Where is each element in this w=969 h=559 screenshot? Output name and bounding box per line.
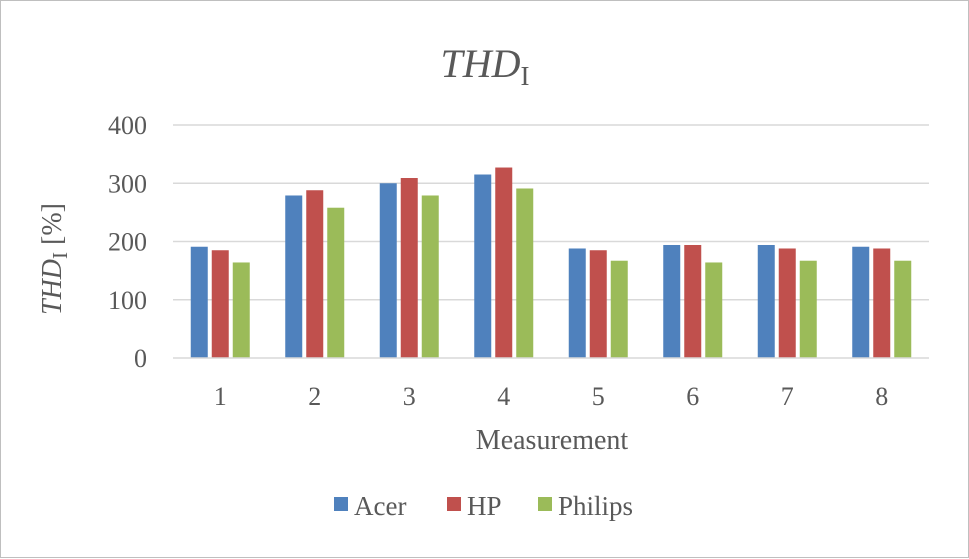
bar-acer-8 (852, 246, 870, 358)
y-axis-ticks: 0 100 200 300 400 (108, 111, 147, 373)
x-tick-label: 3 (403, 382, 416, 411)
bar-acer-1 (190, 246, 208, 358)
legend-swatch-acer (334, 497, 348, 511)
bar-philips-7 (799, 260, 817, 358)
x-tick-label: 6 (686, 382, 699, 411)
bar-hp-6 (684, 244, 702, 358)
bar-hp-5 (589, 250, 607, 358)
legend: Acer HP Philips (334, 491, 633, 521)
x-tick-label: 1 (214, 382, 227, 411)
x-tick-label: 5 (592, 382, 605, 411)
bar-hp-8 (873, 248, 891, 358)
bar-philips-8 (894, 260, 912, 358)
legend-label-hp: HP (467, 491, 502, 521)
bar-hp-2 (306, 190, 324, 358)
bar-acer-7 (757, 244, 775, 358)
bar-philips-5 (610, 260, 628, 358)
legend-label-philips: Philips (558, 491, 633, 521)
y-axis-title: THDI [%] (37, 203, 72, 315)
legend-label-acer: Acer (354, 491, 406, 521)
legend-swatch-hp (447, 497, 461, 511)
y-tick-label: 300 (108, 169, 147, 198)
bar-hp-3 (400, 178, 418, 358)
bars (190, 167, 912, 358)
y-tick-label: 0 (134, 344, 147, 373)
bar-acer-6 (663, 244, 681, 358)
bar-acer-4 (474, 174, 492, 358)
x-axis-ticks: 1 2 3 4 5 6 7 8 (214, 382, 889, 411)
y-tick-label: 200 (108, 228, 147, 257)
bar-hp-4 (495, 167, 513, 358)
bar-acer-2 (285, 195, 303, 358)
bar-acer-3 (379, 183, 397, 358)
chart-title: THDI (440, 41, 529, 91)
y-tick-label: 400 (108, 111, 147, 140)
bar-philips-4 (516, 188, 534, 358)
x-tick-label: 7 (781, 382, 794, 411)
x-tick-label: 8 (875, 382, 888, 411)
x-tick-label: 2 (308, 382, 321, 411)
bar-philips-2 (327, 207, 345, 358)
bar-hp-7 (778, 248, 796, 358)
bar-acer-5 (568, 248, 586, 358)
y-tick-label: 100 (108, 286, 147, 315)
legend-swatch-philips (538, 497, 552, 511)
x-tick-label: 4 (497, 382, 510, 411)
x-axis-title: Measurement (476, 425, 629, 456)
bar-philips-1 (232, 262, 250, 358)
bar-hp-1 (211, 250, 229, 358)
bar-philips-3 (421, 195, 439, 358)
bar-philips-6 (705, 262, 723, 358)
